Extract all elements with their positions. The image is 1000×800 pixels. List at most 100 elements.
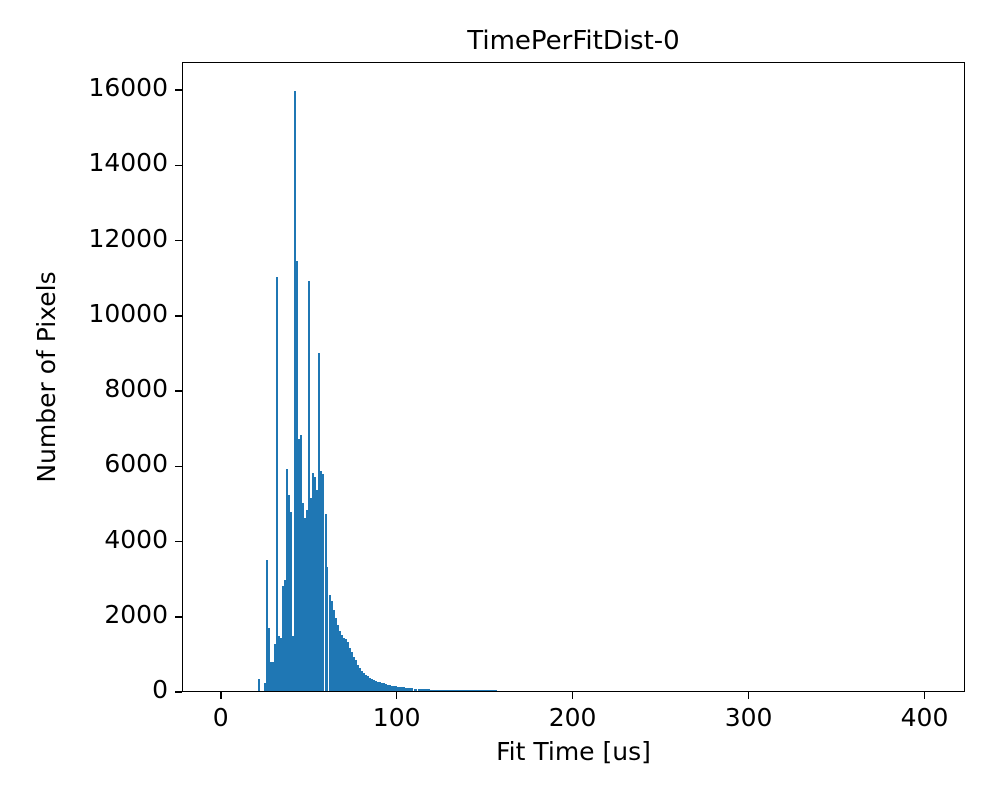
histogram-bar [373,680,376,691]
histogram-bar [478,690,481,691]
histogram-bar [482,690,485,691]
y-tick-mark [175,89,182,91]
histogram-bar [423,689,426,691]
x-tick-mark [395,692,398,699]
histogram-bar [451,690,454,691]
histogram-bar [447,690,450,691]
histogram-bar [443,690,446,691]
x-tick-label: 200 [548,703,597,732]
histogram-bar [437,689,440,691]
histogram-bar [488,690,491,691]
histogram-bar [320,470,323,691]
histogram-bar [490,690,493,691]
histogram-bar [348,647,351,691]
y-tick-label: 14000 [88,148,168,178]
histogram-bar [462,690,465,691]
histogram-bar [356,664,359,691]
histogram-bar [312,472,315,691]
histogram-bar [413,688,416,691]
histogram-bar [484,690,487,691]
histogram-bar [318,352,321,691]
histogram-bar [350,652,353,691]
histogram-bar [340,635,343,691]
histogram-bar [411,688,414,691]
histogram-bar [379,682,382,691]
histogram-bar [399,686,402,691]
histogram-bar [332,610,335,691]
histogram-bar [492,690,495,691]
histogram-bar [296,261,299,691]
histogram-bar [304,518,307,691]
y-tick-label: 4000 [104,524,168,554]
histogram-bar [352,657,355,691]
histogram-bar [366,676,369,691]
histogram-bar [403,687,406,691]
histogram-bar [427,689,430,691]
x-tick-label: 400 [900,703,949,732]
x-tick-label: 300 [724,703,773,732]
histogram-bar [360,671,363,691]
histogram-bar [415,688,418,691]
histogram-bar [435,689,438,691]
histogram-bar [449,690,452,691]
y-tick-mark [175,540,182,543]
histogram-bar [334,618,337,691]
histogram-bar [284,580,287,691]
histogram-bar [476,690,479,691]
histogram-bar [466,690,469,691]
y-tick-mark [175,315,182,317]
histogram-bar [381,682,384,691]
histogram-bar [397,686,400,691]
x-axis-label: Fit Time [us] [496,737,651,766]
histogram-bar [310,498,313,691]
histogram-bar [385,684,388,691]
histogram-bar [433,689,436,691]
histogram-bar [338,630,341,691]
histogram-bar [316,489,319,691]
histogram-bar [383,683,386,691]
histogram-bar [391,685,394,691]
histogram-bar [464,690,467,691]
histogram-bar [455,690,458,691]
histogram-bar [472,690,475,691]
histogram-bar [369,677,372,691]
histogram-bar [431,689,434,691]
y-tick-mark [175,691,182,693]
histogram-bar [364,674,367,691]
histogram-bar [358,668,361,691]
histogram-bar [314,476,317,691]
histogram-bar [486,690,489,691]
plot-area [182,62,965,692]
y-tick-mark [175,465,182,468]
histogram-bar [441,689,444,691]
histogram-bar [290,512,293,691]
histogram-bar [370,678,373,691]
histogram-bar [395,686,398,691]
histogram-bar [344,639,347,691]
histogram-bar [377,681,380,691]
histogram-bar [285,469,288,691]
histogram-bar [401,687,404,691]
histogram-bar [269,661,272,691]
histogram-bar [417,688,420,691]
histogram-bar [445,690,448,691]
histogram-bar [387,684,390,691]
y-tick-label: 8000 [104,374,168,404]
histogram-bar [298,439,301,691]
histogram-bar [439,689,442,691]
y-tick-label: 6000 [104,449,168,479]
histogram-bar [263,682,266,691]
y-axis-label: Number of Pixels [32,271,61,483]
histogram-bar [302,502,305,691]
histogram-bar [407,687,410,691]
y-tick-mark [175,164,182,167]
histogram-bar [281,585,284,691]
x-tick-mark [747,692,750,699]
y-tick-label: 2000 [104,599,168,629]
histogram-bar [271,662,274,691]
histogram-bar [326,566,329,691]
histogram-bar [421,689,424,691]
histogram-bar [459,690,462,691]
histogram-bar [470,690,473,691]
